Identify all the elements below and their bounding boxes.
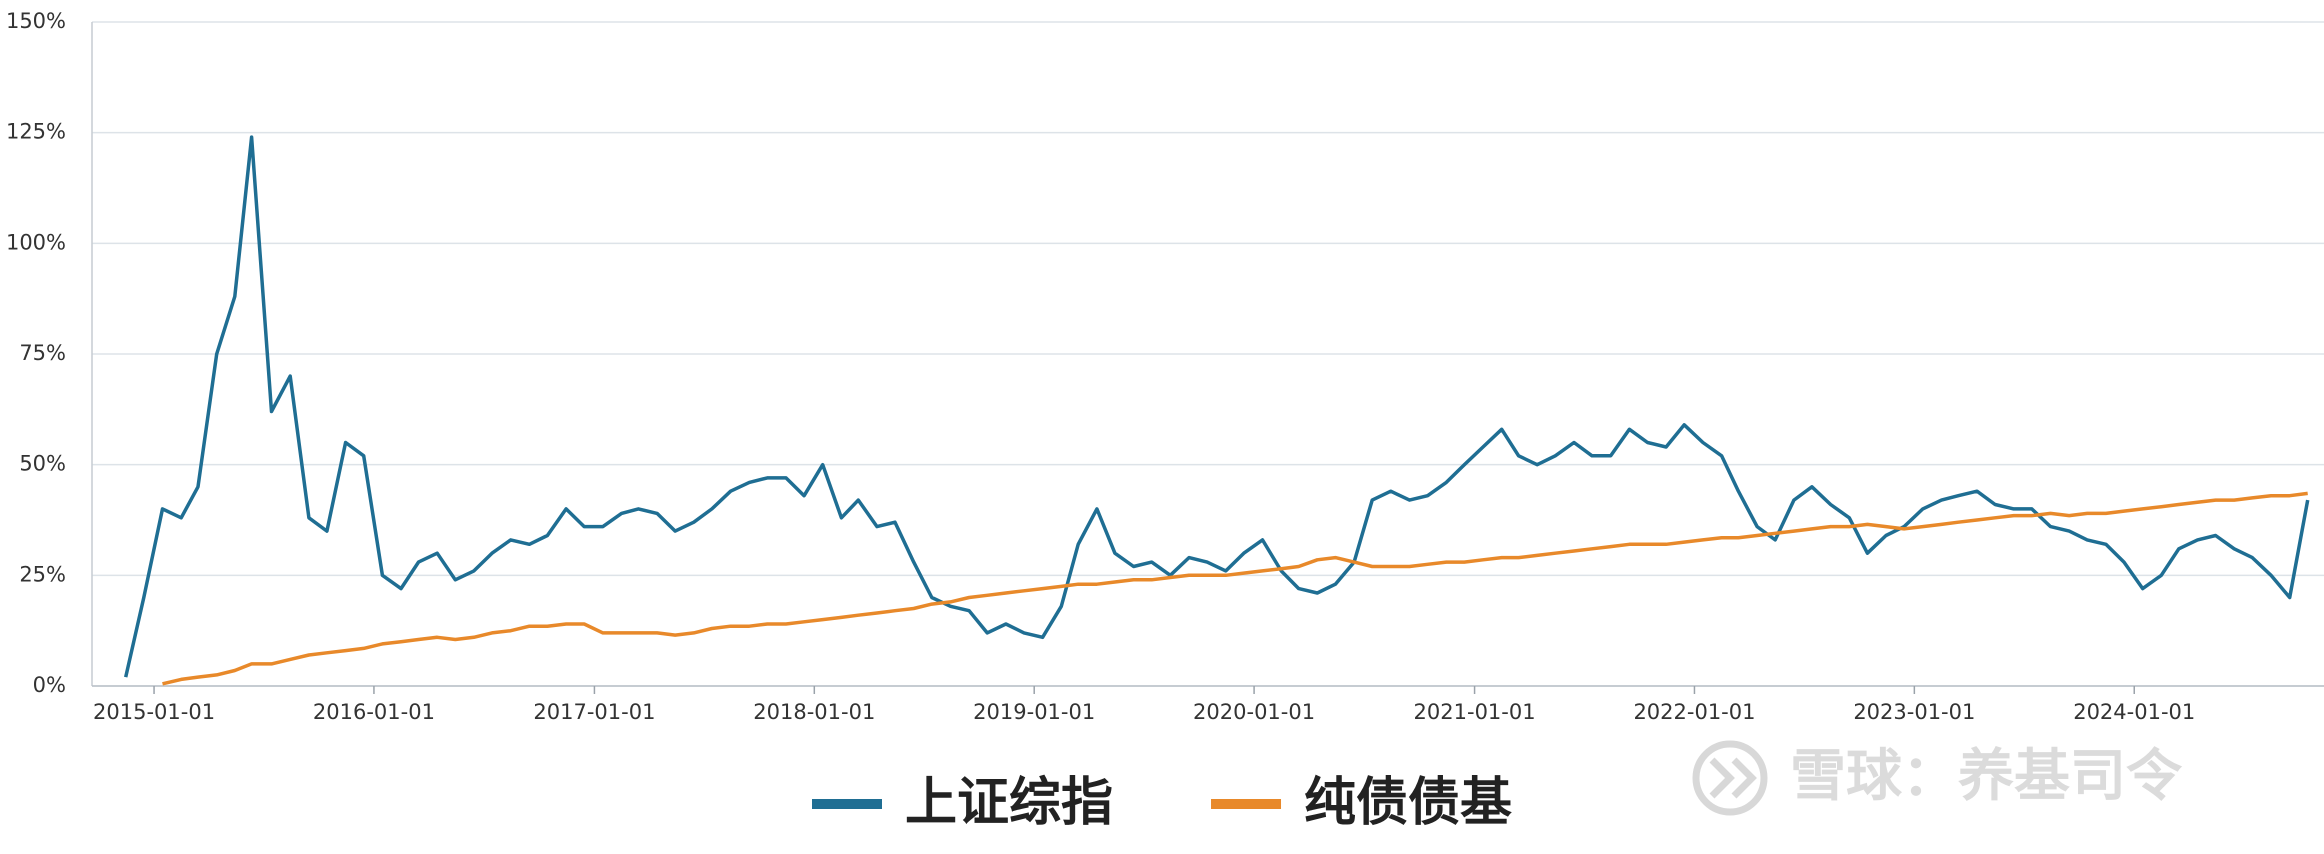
x-tick-label: 2019-01-01 — [973, 700, 1095, 724]
x-tick-label: 2024-01-01 — [2073, 700, 2195, 724]
y-tick-label: 100% — [6, 230, 66, 254]
x-tick-label: 2017-01-01 — [533, 700, 655, 724]
x-tick-label: 2021-01-01 — [1414, 700, 1536, 724]
legend: 上证综指 纯债债基 — [812, 773, 1512, 833]
series-line — [123, 135, 2310, 678]
watermark: 雪球：养基司令 — [1692, 740, 2183, 816]
watermark-text: 雪球：养基司令 — [1790, 744, 2183, 809]
y-tick-label: 125% — [6, 120, 66, 144]
legend-label: 上证综指 — [905, 773, 1113, 833]
y-tick-label: 75% — [19, 341, 66, 365]
y-tick-label: 150% — [6, 9, 66, 33]
x-tick-label: 2016-01-01 — [313, 700, 435, 724]
x-tick-label: 2020-01-01 — [1193, 700, 1315, 724]
x-tick-label: 2022-01-01 — [1633, 700, 1755, 724]
watermark-logo — [1692, 740, 1768, 816]
y-tick-label: 50% — [19, 452, 66, 476]
y-tick-label: 0% — [33, 673, 66, 697]
x-tick-label: 2023-01-01 — [1853, 700, 1975, 724]
plot: 0% 25% 50% 75% 100% 125% 150% 2015-01-01 2016-01… — [6, 9, 2324, 724]
legend-label: 纯债债基 — [1304, 773, 1512, 833]
x-tick-label: 2015-01-01 — [93, 700, 215, 724]
x-tick-label: 2018-01-01 — [753, 700, 875, 724]
series-line — [162, 491, 2308, 686]
watermark-logo-mark — [1709, 757, 1757, 799]
y-tick-label: 25% — [19, 562, 66, 586]
